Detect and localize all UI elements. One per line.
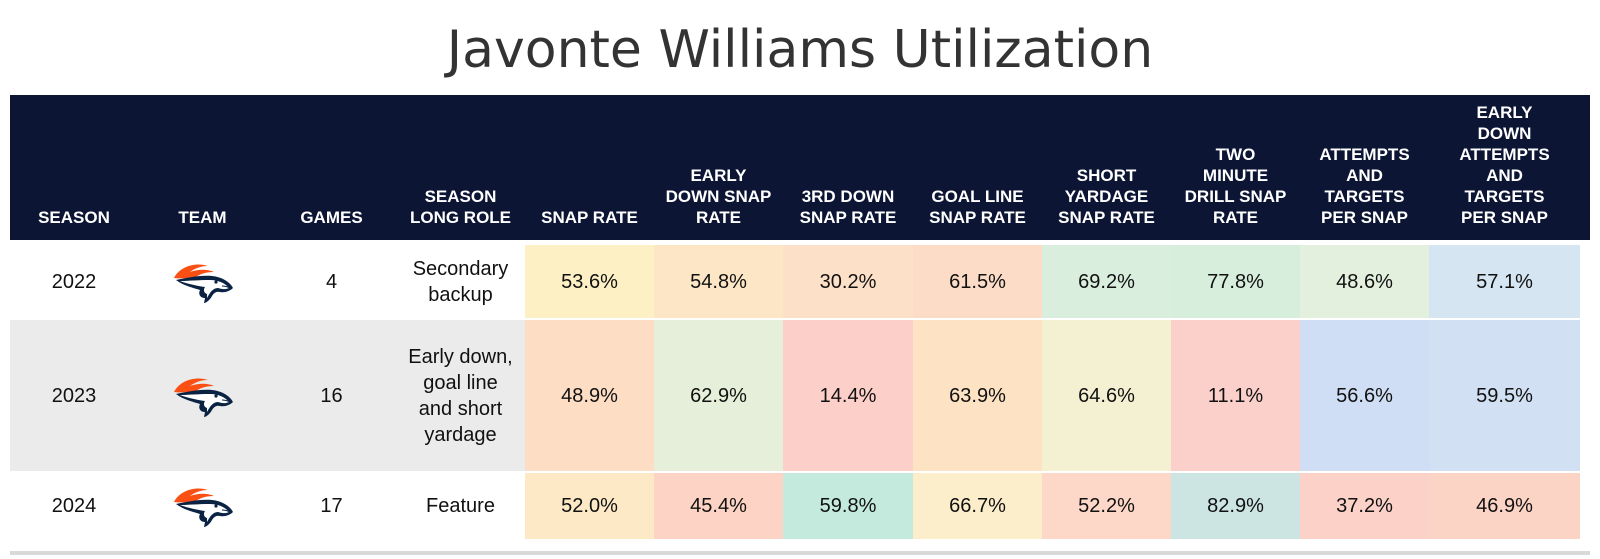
value-cell: 45.4%	[654, 473, 783, 539]
value-cell: 63.9%	[913, 320, 1042, 471]
broncos-logo-icon	[173, 264, 233, 303]
value-cell: 66.7%	[913, 473, 1042, 539]
value-cell: 30.2%	[783, 245, 913, 318]
column-header: SEASON LONG ROLE	[409, 187, 512, 227]
games-cell: 4	[267, 245, 396, 318]
table-bottom-border	[10, 551, 1590, 555]
broncos-logo-icon	[173, 488, 233, 527]
broncos-logo-icon	[173, 378, 233, 417]
value-cell: 57.1%	[1429, 245, 1580, 318]
value-cell: 59.8%	[783, 473, 913, 539]
value-cell: 59.5%	[1429, 320, 1580, 471]
value-cell: 69.2%	[1042, 245, 1171, 318]
column-header: TWO MINUTE DRILL SNAP RATE	[1184, 145, 1287, 227]
value-cell: 37.2%	[1300, 473, 1429, 539]
value-cell: 82.9%	[1171, 473, 1300, 539]
value-cell: 52.0%	[525, 473, 654, 539]
games-cell: 16	[267, 320, 396, 471]
chart-title: Javonte Williams Utilization	[446, 20, 1154, 80]
column-header: SEASON	[38, 208, 110, 227]
team-cell	[138, 320, 267, 471]
column-header: TEAM	[178, 208, 227, 227]
value-cell: 48.9%	[525, 320, 654, 471]
role-cell: Secondary backup	[396, 245, 525, 318]
value-cell: 46.9%	[1429, 473, 1580, 539]
role-cell: Early down, goal line and short yardage	[396, 320, 525, 471]
value-cell: 54.8%	[654, 245, 783, 318]
value-cell: 52.2%	[1042, 473, 1171, 539]
value-cell: 56.6%	[1300, 320, 1429, 471]
column-header: GOAL LINE SNAP RATE	[929, 187, 1026, 227]
value-cell: 62.9%	[654, 320, 783, 471]
value-cell: 64.6%	[1042, 320, 1171, 471]
table-row: 2022 4 Secondary backup 53.6% 54.8% 30.2% 61.5…	[10, 245, 1590, 318]
table-header: SEASON TEAM GAMES SEASON LONG ROLE SNAP RATE E…	[10, 95, 1590, 240]
column-header: 3RD DOWN SNAP RATE	[799, 187, 897, 227]
value-cell: 53.6%	[525, 245, 654, 318]
season-cell: 2022	[10, 245, 138, 318]
season-cell: 2024	[10, 473, 138, 539]
table-row: 2024 17 Feature 52.0% 45.4% 59.8% 66.7% 52.2% 82…	[10, 473, 1590, 539]
column-header: ATTEMPTS AND TARGETS PER SNAP	[1319, 145, 1410, 227]
value-cell: 61.5%	[913, 245, 1042, 318]
team-cell	[138, 245, 267, 318]
value-cell: 48.6%	[1300, 245, 1429, 318]
column-header: GAMES	[300, 208, 363, 227]
value-cell: 77.8%	[1171, 245, 1300, 318]
season-cell: 2023	[10, 320, 138, 471]
value-cell: 11.1%	[1171, 320, 1300, 471]
role-cell: Feature	[396, 473, 525, 539]
column-header: EARLY DOWN ATTEMPTS AND TARGETS PER SNAP	[1459, 103, 1550, 227]
column-header: SNAP RATE	[541, 208, 638, 227]
table-row: 2023 16 Early down, goal line and short ya…	[10, 320, 1590, 471]
games-cell: 17	[267, 473, 396, 539]
value-cell: 14.4%	[783, 320, 913, 471]
column-header: EARLY DOWN SNAP RATE	[665, 166, 772, 227]
team-cell	[138, 473, 267, 539]
column-header: SHORT YARDAGE SNAP RATE	[1058, 166, 1155, 227]
